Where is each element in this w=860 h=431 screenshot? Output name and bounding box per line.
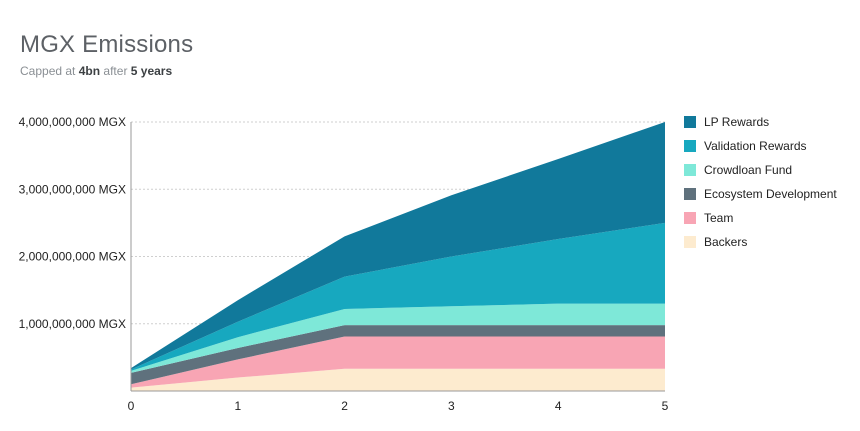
legend-label: LP Rewards [704,115,769,129]
area-lp-rewards [131,122,665,370]
legend-label: Crowdloan Fund [704,163,792,177]
legend-item-ecosystem-development: Ecosystem Development [684,187,837,201]
legend-item-lp-rewards: LP Rewards [684,115,769,129]
legend-item-crowdloan-fund: Crowdloan Fund [684,163,792,177]
y-tick-label: 1,000,000,000 MGX [19,317,126,331]
y-axis-ticks: 1,000,000,000 MGX 2,000,000,000 MGX 3,000,… [19,115,126,331]
subtitle-cap: 4bn [78,64,101,78]
area-team [131,336,665,388]
x-tick-label: 1 [234,399,241,413]
legend-item-team: Team [684,211,733,225]
legend-label: Team [704,211,733,225]
legend-label: Backers [704,235,747,249]
y-tick-label: 2,000,000,000 MGX [19,250,126,264]
legend-swatch [684,164,696,176]
y-tick-label: 3,000,000,000 MGX [19,182,126,196]
x-axis-ticks: 0 1 2 3 4 5 [128,399,669,413]
legend: LP Rewards Validation Rewards Crowdloan Fu… [684,115,837,249]
legend-swatch [684,188,696,200]
stacked-areas [131,122,665,391]
chart-subtitle: Capped at 4bn after 5 years [20,64,172,78]
y-tick-label: 4,000,000,000 MGX [19,115,126,129]
legend-swatch [684,140,696,152]
subtitle-duration: 5 years [130,64,173,78]
x-tick-label: 3 [448,399,455,413]
area-ecosystem-development [131,325,665,385]
subtitle-middle: after [103,64,128,78]
x-tick-label: 0 [128,399,135,413]
legend-item-validation-rewards: Validation Rewards [684,139,807,153]
page-title: MGX Emissions [20,31,194,58]
legend-swatch [684,236,696,248]
area-backers [131,368,665,391]
legend-label: Ecosystem Development [704,187,837,201]
x-tick-label: 2 [341,399,348,413]
legend-swatch [684,212,696,224]
x-tick-label: 5 [662,399,669,413]
subtitle-prefix: Capped at [20,64,76,78]
legend-item-backers: Backers [684,235,747,249]
legend-label: Validation Rewards [704,139,807,153]
x-tick-label: 4 [555,399,562,413]
area-validation-rewards [131,222,665,371]
axes [130,122,665,392]
legend-swatch [684,116,696,128]
area-crowdloan-fund [131,303,665,373]
